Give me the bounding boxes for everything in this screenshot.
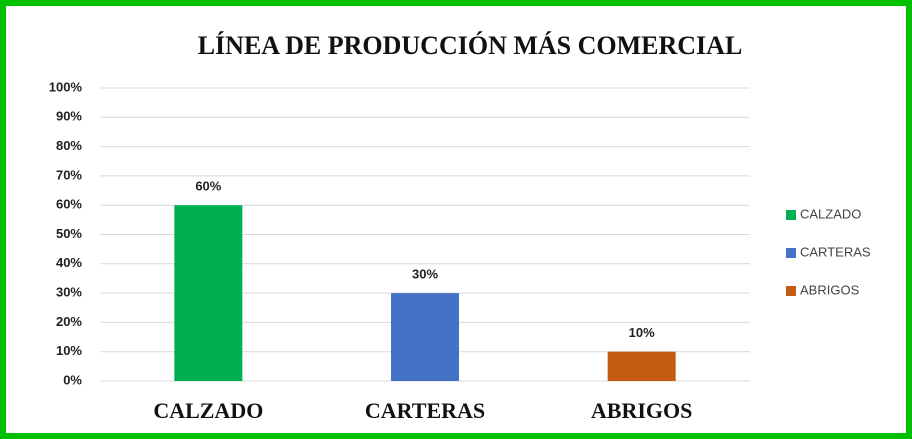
x-tick-label: CALZADO — [153, 398, 263, 423]
x-tick-label: CARTERAS — [365, 398, 485, 423]
y-tick-label: 100% — [49, 79, 83, 94]
legend-swatch — [786, 248, 796, 258]
y-tick-label: 40% — [56, 255, 82, 270]
legend-label: ABRIGOS — [800, 282, 860, 297]
x-tick-label: ABRIGOS — [591, 398, 692, 423]
y-tick-label: 60% — [56, 197, 82, 212]
bar — [607, 351, 676, 381]
y-tick-label: 0% — [63, 372, 82, 387]
legend-swatch — [786, 210, 796, 220]
data-label: 60% — [195, 179, 221, 194]
data-label: 30% — [412, 267, 438, 282]
legend-label: CARTERAS — [800, 244, 871, 259]
y-tick-label: 90% — [56, 109, 82, 124]
data-label: 10% — [629, 325, 655, 340]
bar — [174, 205, 243, 381]
legend-swatch — [786, 286, 796, 296]
y-tick-label: 70% — [56, 167, 82, 182]
y-tick-label: 20% — [56, 314, 82, 329]
y-tick-label: 30% — [56, 285, 82, 300]
legend-label: CALZADO — [800, 206, 861, 221]
y-tick-label: 10% — [56, 343, 82, 358]
bar — [391, 293, 459, 381]
y-tick-label: 80% — [56, 138, 82, 153]
chart-title: LÍNEA DE PRODUCCIÓN MÁS COMERCIAL — [198, 31, 743, 60]
y-tick-label: 50% — [56, 226, 82, 241]
